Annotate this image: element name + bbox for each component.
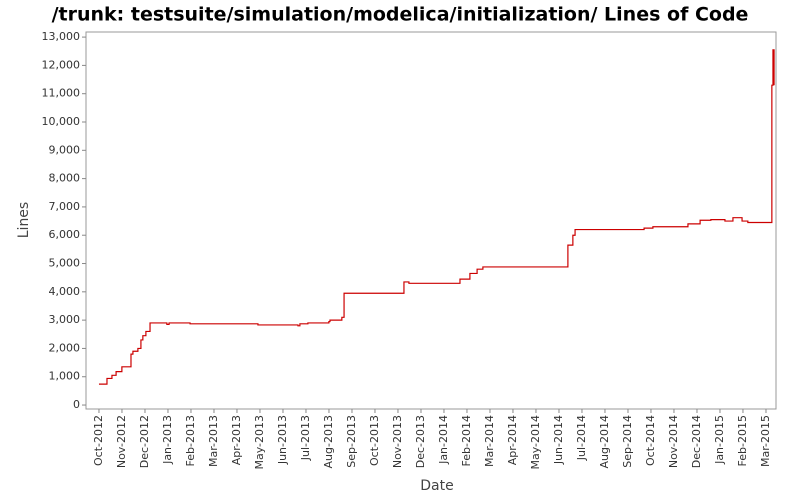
x-tick-label: Jan-2013: [161, 415, 174, 465]
x-tick-label: Aug-2014: [598, 415, 611, 468]
x-tick-label: Sep-2013: [345, 415, 358, 468]
x-tick-label: Apr-2013: [230, 415, 243, 465]
y-tick-label: 1,000: [49, 370, 81, 383]
x-tick-label: Oct-2013: [368, 415, 381, 466]
x-tick-label: Oct-2012: [92, 415, 105, 466]
x-tick-label: Nov-2014: [667, 415, 680, 468]
x-tick-label: Dec-2014: [690, 415, 703, 468]
y-tick-label: 8,000: [49, 172, 81, 185]
x-tick-label: Dec-2012: [138, 415, 151, 468]
y-axis-label: Lines: [16, 202, 32, 238]
x-tick-label: Mar-2013: [207, 415, 220, 467]
x-tick-label: Jun-2013: [276, 415, 289, 465]
x-tick-label: Feb-2013: [184, 415, 197, 466]
x-tick-label: Feb-2015: [736, 415, 749, 466]
y-tick-label: 6,000: [49, 228, 81, 241]
y-tick-label: 9,000: [49, 143, 81, 156]
x-tick-label: Aug-2013: [322, 415, 335, 468]
y-tick-label: 10,000: [42, 115, 81, 128]
x-tick-label: Sep-2014: [621, 415, 634, 468]
x-tick-label: May-2014: [529, 415, 542, 470]
x-tick-label: Jun-2014: [552, 415, 565, 465]
x-tick-label: May-2013: [253, 415, 266, 470]
y-tick-label: 12,000: [42, 58, 81, 71]
y-tick-label: 0: [73, 398, 80, 411]
x-tick-label: Apr-2014: [506, 415, 519, 465]
y-tick-label: 2,000: [49, 341, 81, 354]
x-axis-label: Date: [420, 478, 453, 494]
y-tick-label: 7,000: [49, 200, 81, 213]
y-tick-label: 4,000: [49, 285, 81, 298]
y-tick-label: 5,000: [49, 257, 81, 270]
y-tick-label: 3,000: [49, 313, 81, 326]
x-tick-label: Nov-2012: [115, 415, 128, 468]
data-line: [98, 49, 775, 385]
x-tick-label: Jul-2014: [575, 415, 588, 461]
x-tick-label: Oct-2014: [644, 415, 657, 466]
x-tick-label: Jan-2014: [437, 415, 450, 465]
y-tick-label: 13,000: [42, 30, 81, 43]
chart-title: /trunk: testsuite/simulation/modelica/in…: [52, 4, 749, 26]
x-tick-label: Nov-2013: [391, 415, 404, 468]
x-tick-label: Jan-2015: [713, 415, 726, 465]
x-tick-label: Mar-2015: [759, 415, 772, 467]
x-tick-label: Dec-2013: [414, 415, 427, 468]
x-tick-label: Jul-2013: [299, 415, 312, 461]
x-tick-label: Feb-2014: [460, 415, 473, 466]
plot-area: [85, 31, 777, 410]
y-tick-label: 11,000: [42, 87, 81, 100]
x-tick-label: Mar-2014: [483, 415, 496, 467]
